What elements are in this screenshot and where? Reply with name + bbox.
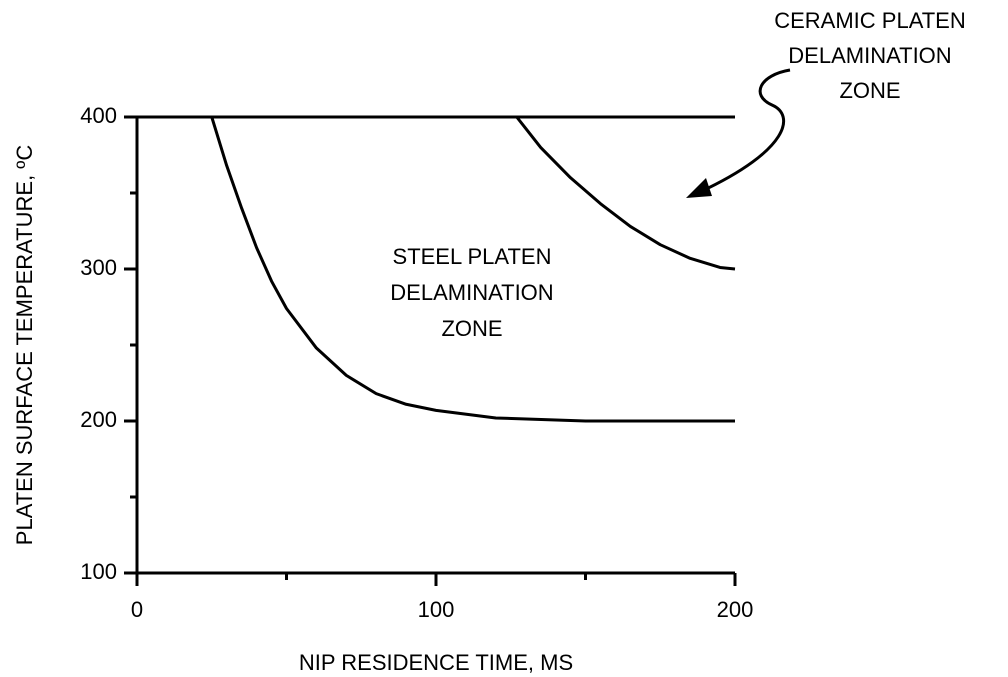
arrow-head bbox=[686, 178, 712, 198]
zone-label: ZONE bbox=[839, 78, 900, 103]
curve bbox=[210, 116, 735, 423]
y-tick-label: 300 bbox=[80, 255, 117, 280]
zone-label: CERAMIC PLATEN bbox=[774, 8, 966, 33]
y-axis-label: PLATEN SURFACE TEMPERATURE, ºC bbox=[12, 145, 37, 546]
y-tick-label: 100 bbox=[80, 559, 117, 584]
x-tick-label: 0 bbox=[131, 597, 143, 622]
curve bbox=[515, 116, 736, 271]
zone-label: DELAMINATION bbox=[788, 43, 951, 68]
x-tick-label: 200 bbox=[717, 597, 754, 622]
zone-label: ZONE bbox=[441, 316, 502, 341]
y-tick-label: 200 bbox=[80, 407, 117, 432]
zone-label: STEEL PLATEN bbox=[393, 244, 552, 269]
x-tick-label: 100 bbox=[418, 597, 455, 622]
annotation-arrow bbox=[699, 68, 791, 194]
y-tick-label: 400 bbox=[80, 103, 117, 128]
x-axis-label: NIP RESIDENCE TIME, MS bbox=[299, 650, 573, 675]
zone-label: DELAMINATION bbox=[390, 280, 553, 305]
